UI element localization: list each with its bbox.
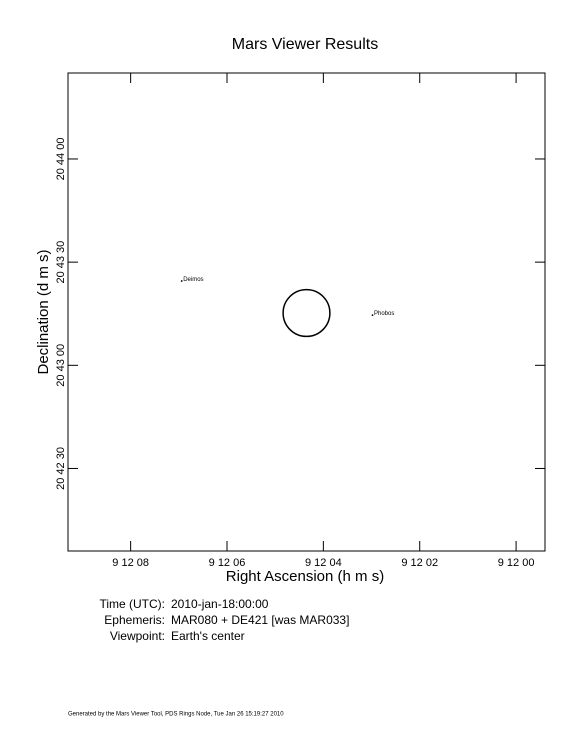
- y-axis-label: Declination (d m s): [35, 249, 52, 374]
- info-value: 2010-jan-18:00:00: [171, 597, 269, 611]
- info-label: Viewpoint:: [110, 629, 165, 643]
- info-label: Ephemeris:: [104, 613, 165, 627]
- footer: Generated by the Mars Viewer Tool, PDS R…: [68, 712, 284, 718]
- x-tick-label: 9 12 04: [305, 557, 342, 569]
- y-tick-label: 20 43 30: [55, 241, 67, 284]
- x-tick-label: 9 12 00: [498, 557, 535, 569]
- planet: [282, 288, 331, 338]
- y-tick-label: 20 43 00: [55, 344, 67, 387]
- moon-label: Phobos: [374, 311, 394, 317]
- x-tick-label: 9 12 08: [112, 557, 149, 569]
- chart-title: Mars Viewer Results: [232, 36, 378, 53]
- x-axis-label: Right Ascension (h m s): [226, 568, 384, 585]
- y-tick-label: 20 42 30: [55, 447, 67, 490]
- plot-frame: [67, 72, 546, 552]
- y-tick-label: 20 44 00: [55, 138, 67, 181]
- info-label: Time (UTC):: [99, 597, 165, 611]
- info-value: MAR080 + DE421 [was MAR033]: [171, 613, 349, 627]
- moon: [180, 280, 183, 282]
- moon-label: Deimos: [183, 277, 203, 283]
- moon: [371, 314, 374, 316]
- info-value: Earth's center: [171, 629, 245, 643]
- x-tick-label: 9 12 06: [209, 557, 246, 569]
- x-tick-label: 9 12 02: [401, 557, 438, 569]
